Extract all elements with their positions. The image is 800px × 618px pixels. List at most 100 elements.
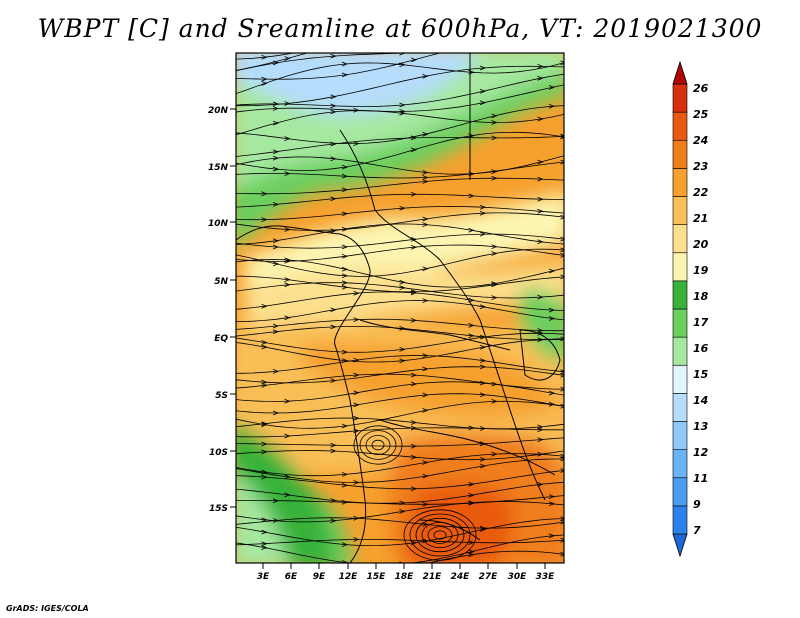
streamline [236, 291, 564, 311]
streamline-arrow [284, 101, 291, 106]
streamline-arrow [468, 323, 475, 328]
colorbar-label: 7 [693, 524, 701, 537]
lon-label: 9E [313, 572, 326, 582]
streamline-arrow [560, 159, 564, 165]
streamline-arrow [272, 323, 280, 329]
streamline-arrow [410, 147, 418, 153]
colorbar-segment [672, 421, 688, 450]
streamline-arrow [537, 427, 544, 433]
colorbar-label: 16 [693, 342, 709, 355]
colorbar-label: 24 [693, 134, 708, 147]
colorbar-segment [672, 111, 688, 141]
colorbar-label: 12 [693, 446, 709, 459]
swirl-ring [365, 434, 391, 455]
colorbar-label: 11 [693, 472, 708, 485]
streamline-arrow [537, 208, 544, 214]
streamline-arrow [422, 179, 429, 184]
streamline [236, 355, 564, 374]
streamline-arrow [330, 156, 337, 162]
streamline-arrow [411, 564, 416, 568]
streamline-arrow [548, 494, 556, 499]
colorbar-segment [672, 336, 688, 366]
streamline-arrow [537, 337, 544, 343]
streamline-arrow [560, 253, 564, 258]
streamline-arrow [273, 573, 278, 577]
grads-credit: GrADS: IGES/COLA [6, 604, 89, 613]
streamline-arrow [261, 217, 268, 222]
map-title: WBPT [C] and Sreamline at 600hPa, VT: 20… [37, 14, 763, 43]
streamline-arrow [468, 500, 475, 506]
streamline [236, 135, 564, 157]
streamline [236, 65, 564, 107]
streamline [236, 393, 564, 414]
streamline [236, 381, 564, 402]
streamline-arrow [491, 175, 498, 181]
colorbar-label: 18 [693, 290, 709, 303]
streamline-arrow [261, 422, 268, 427]
streamline-arrow [330, 307, 337, 313]
streamline-arrow [261, 441, 268, 447]
streamline-arrow [272, 498, 280, 504]
streamline-arrow [284, 474, 291, 480]
streamline-arrow [537, 330, 544, 336]
swirl-ring [353, 425, 403, 465]
colorbar-label: 25 [693, 108, 709, 121]
streamline-arrow [341, 72, 349, 78]
streamline [236, 205, 564, 221]
streamline [236, 534, 564, 563]
streamline-arrow [479, 527, 487, 532]
streamline-arrow [468, 333, 475, 339]
streamline-arrow [537, 116, 544, 122]
colorbar-segment [672, 196, 688, 225]
streamline [236, 233, 564, 249]
streamline-arrow [560, 274, 564, 280]
streamline-arrow [491, 135, 498, 141]
streamline-arrow [548, 103, 556, 109]
streamline [236, 212, 564, 231]
border-line-6 [419, 519, 481, 541]
streamline-arrow [261, 54, 268, 60]
streamline [236, 155, 564, 175]
streamline-arrow [411, 17, 416, 21]
streamline-arrow [342, 38, 347, 42]
streamline-arrow [560, 369, 564, 375]
streamline [236, 481, 564, 504]
streamline [236, 244, 564, 262]
streamline-arrow [479, 65, 487, 71]
colorbar-segment [672, 252, 688, 282]
streamline [236, 501, 564, 523]
streamline-arrow [330, 442, 337, 448]
streamline-arrow [399, 509, 406, 514]
streamline-arrow [261, 81, 268, 86]
streamline-arrow [479, 334, 487, 340]
streamline-arrow [468, 193, 475, 199]
streamline-arrow [353, 372, 360, 378]
streamline-arrow [341, 542, 349, 547]
streamline [236, 427, 564, 438]
streamline [236, 538, 564, 546]
colorbar-label: 15 [693, 368, 709, 381]
colorbar-label: 23 [693, 160, 709, 173]
streamline-arrow [399, 109, 406, 114]
streamline-arrow [537, 196, 544, 202]
field-green-east [520, 288, 564, 361]
streamline [236, 62, 564, 95]
streamline-arrow [560, 386, 564, 392]
streamline-arrow [284, 433, 291, 439]
streamline-arrow [353, 357, 360, 363]
streamline-arrow [341, 187, 349, 193]
streamline-arrow [399, 285, 406, 291]
streamline-arrow [330, 141, 337, 147]
streamline-arrow [560, 247, 564, 253]
lon-label: 27E [479, 572, 499, 582]
streamline-arrow [548, 501, 556, 507]
streamline [236, 495, 564, 505]
streamline-arrow [353, 141, 360, 146]
map-frame [235, 52, 565, 564]
swirl-ring [371, 439, 385, 451]
streamline-arrow [422, 408, 429, 413]
streamline-arrow [330, 378, 337, 383]
colorbar-segment [672, 224, 688, 254]
streamline-arrow [537, 482, 544, 487]
swirl-ring [427, 526, 453, 544]
